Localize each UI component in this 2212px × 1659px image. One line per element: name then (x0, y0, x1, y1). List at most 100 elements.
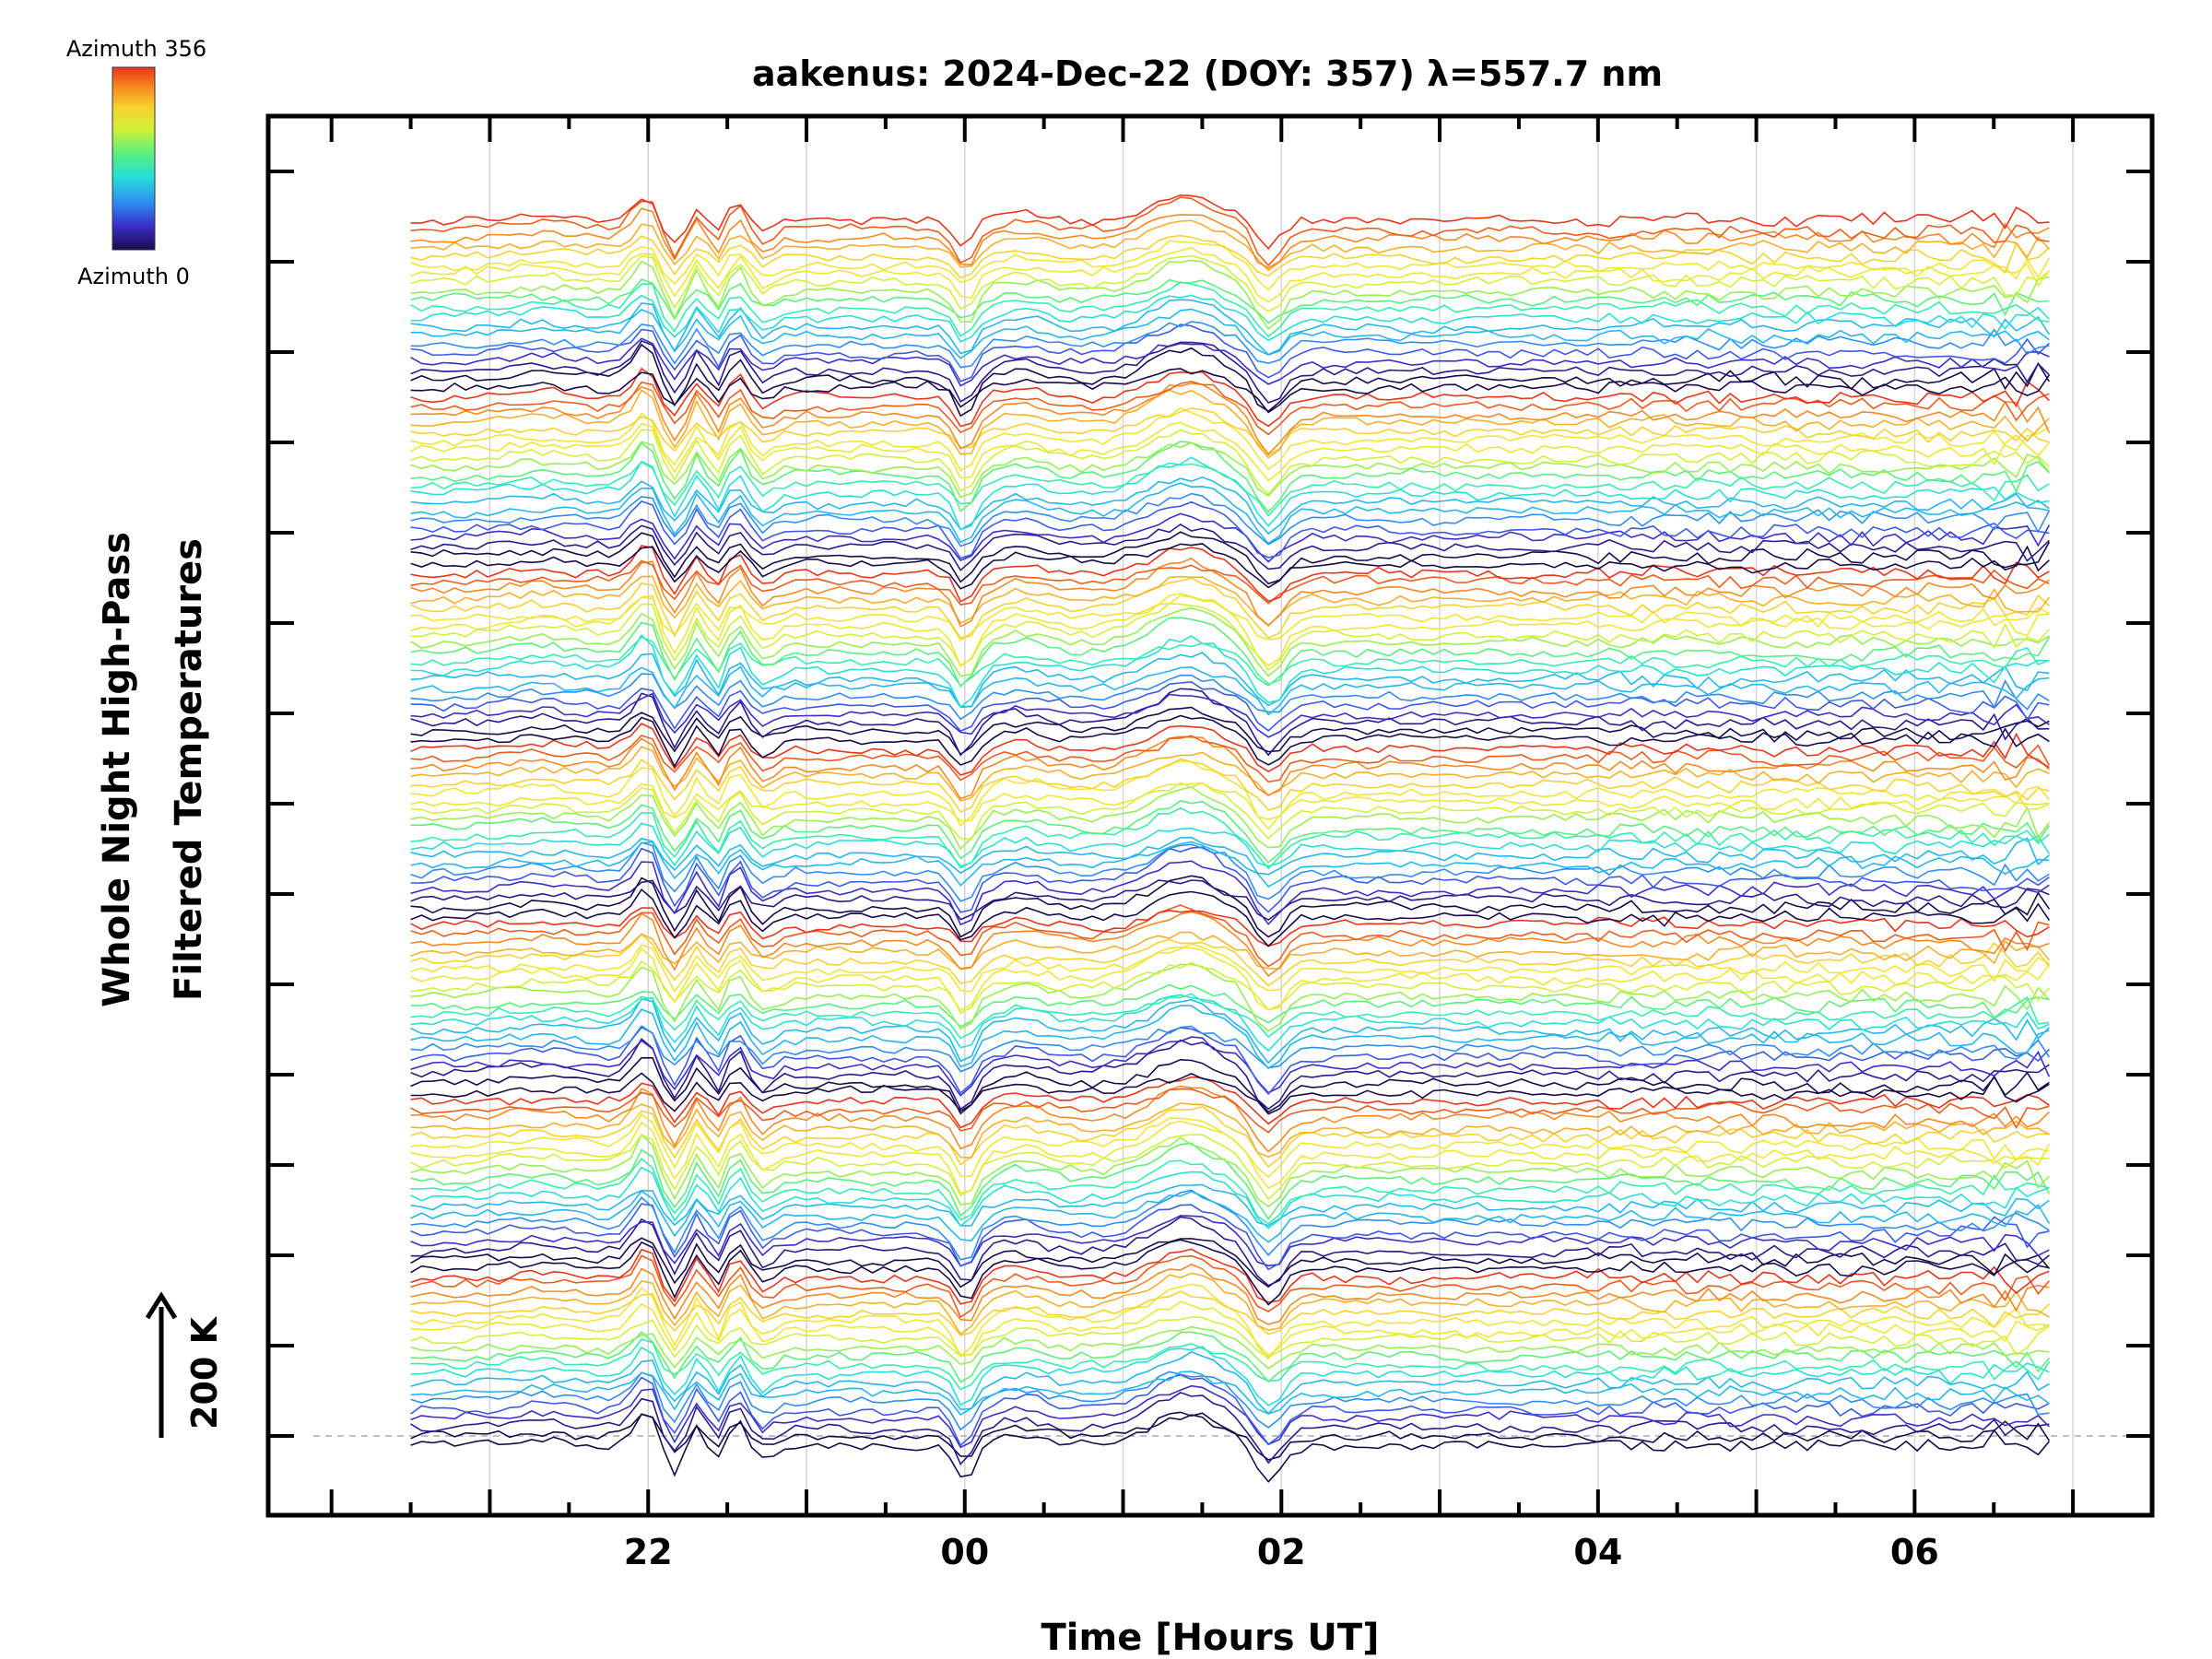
trace-line (410, 321, 2050, 369)
x-tick-labels: 22 00 02 04 06 (624, 1532, 1939, 1572)
trace-line (410, 194, 2050, 251)
trace-line (410, 407, 2050, 456)
trace-line (410, 606, 2050, 677)
trace-line (410, 806, 2050, 870)
trace-line (410, 633, 2050, 709)
trace-line (410, 389, 2050, 459)
trace-line (410, 636, 2050, 688)
colorbar: Azimuth 356 Azimuth 0 (66, 36, 206, 289)
trace-line (410, 963, 2050, 1032)
trace-line (410, 382, 2051, 456)
trace-line (410, 735, 2051, 783)
trace-line (410, 1413, 2051, 1461)
trace-line (410, 234, 2050, 279)
x-tick-label: 02 (1257, 1532, 1306, 1572)
trace-line (410, 723, 2050, 776)
trace-line (410, 308, 2050, 359)
trace-line (410, 559, 2050, 606)
trace-line (410, 782, 2050, 822)
trace-line (410, 324, 2050, 382)
trace-line (410, 196, 2050, 267)
trace-line (410, 512, 2051, 563)
x-tick-label: 04 (1573, 1532, 1622, 1572)
trace-line (410, 1134, 2050, 1201)
y-axis-title-line-1: Whole Night High-Pass (96, 532, 138, 1007)
trace-line (410, 492, 2051, 547)
trace-line (410, 822, 2051, 869)
trace-line (410, 1105, 2050, 1169)
trace-line (410, 1411, 2051, 1483)
trace-line (410, 799, 2051, 864)
trace-line (410, 577, 2050, 640)
trace-line (410, 531, 2051, 585)
trace-line (410, 1005, 2050, 1070)
trace-line (410, 993, 2050, 1040)
trace-line (410, 759, 2051, 830)
trace-line (410, 1166, 2050, 1230)
trace-line (410, 246, 2051, 303)
trace-line (410, 441, 2050, 513)
trace-line (410, 281, 2050, 338)
plot-frame (265, 113, 2155, 1518)
trace-line (410, 441, 2051, 499)
trace-line (410, 1290, 2050, 1336)
trace-line (410, 786, 2051, 851)
trace-line (410, 1183, 2050, 1227)
trace-line (410, 836, 2050, 876)
trace-line (410, 1203, 2050, 1271)
trace-line (410, 782, 2050, 841)
trace-line (410, 907, 2050, 947)
trace-line (410, 1133, 2050, 1208)
colorbar-top-label: Azimuth 356 (66, 36, 206, 62)
trace-line (410, 594, 2050, 642)
trace-line (410, 259, 2050, 330)
trace-line (410, 931, 2051, 970)
trace-line (410, 846, 2050, 913)
trace-line (410, 1026, 2050, 1096)
y-axis-title-line-2: Filtered Temperatures (168, 538, 210, 1001)
trace-line (410, 207, 2050, 269)
trace-line (410, 665, 2050, 716)
trace-line (410, 1392, 2050, 1466)
trace-line (410, 602, 2050, 671)
trace-line (410, 1076, 2050, 1129)
trace-line (410, 543, 2050, 590)
trace-line (410, 461, 2050, 517)
trace-line (410, 381, 2050, 436)
trace-line (410, 617, 2051, 688)
trace-line (410, 746, 2050, 802)
trace-line (410, 1254, 2051, 1319)
trace-line (410, 278, 2050, 324)
trace-line (410, 1350, 2050, 1415)
trace-line (410, 1112, 2050, 1179)
trace-line (410, 254, 2050, 312)
trace-line (410, 1142, 2051, 1220)
trace-line (410, 680, 2050, 733)
trace-line (410, 1248, 2050, 1305)
trace-line (410, 482, 2050, 545)
trace-line (410, 456, 2050, 531)
trace-line (410, 240, 2051, 291)
trace-line (410, 1038, 2050, 1111)
trace-line (410, 406, 2050, 472)
trace-line (410, 1036, 2051, 1097)
scale-label: 200 K (184, 1315, 225, 1430)
trace-line (410, 904, 2050, 968)
x-tick-label: 06 (1890, 1532, 1939, 1572)
trace-line (410, 1239, 2050, 1306)
trace-line (410, 1088, 2050, 1134)
trace-line (410, 294, 2050, 344)
trace-line (410, 706, 2050, 756)
trace-line (410, 1056, 2050, 1115)
trace-line (410, 651, 2050, 708)
trace-line (410, 946, 2051, 1012)
trace-line (410, 1085, 2050, 1153)
trace-line (410, 1384, 2050, 1449)
trace-line (410, 1072, 2050, 1115)
trace-line (410, 860, 2050, 926)
trace-line (410, 1316, 2050, 1359)
trace-line (410, 1371, 2050, 1416)
trace-line (410, 557, 2050, 628)
trace-line (410, 841, 2050, 888)
